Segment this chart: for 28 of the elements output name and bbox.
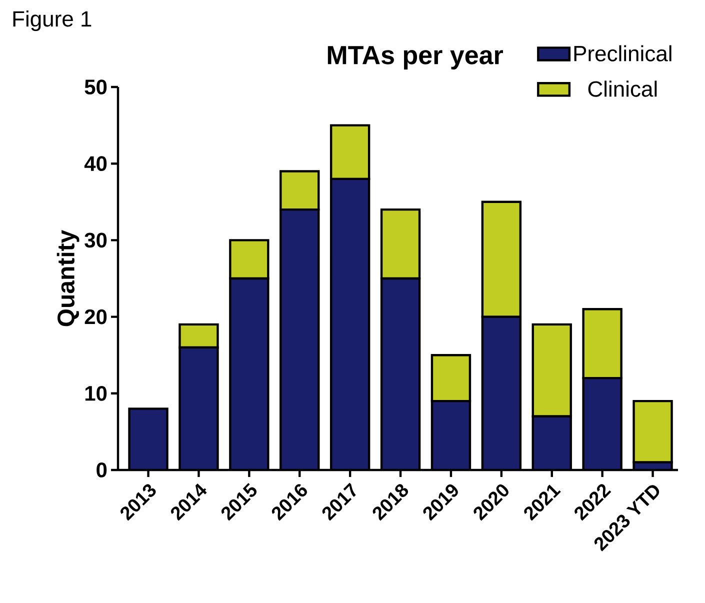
legend-label: Clinical <box>588 80 657 97</box>
chart-title: MTAs per year <box>328 46 503 70</box>
y-tick-label: 50 <box>84 80 107 94</box>
y-tick-label: 40 <box>84 156 107 172</box>
bar <box>432 401 470 470</box>
bar <box>382 278 420 470</box>
bar <box>331 178 370 470</box>
bar <box>532 416 571 470</box>
bar <box>583 378 622 470</box>
y-tick-label: 10 <box>85 386 107 401</box>
caption: Figure 1 <box>13 10 92 32</box>
legend-label: Preclinical <box>574 45 672 62</box>
y-tick-label: 0 <box>96 462 107 478</box>
bar <box>178 323 219 349</box>
y-tick-label: 30 <box>84 232 107 248</box>
bar <box>180 347 218 470</box>
bar <box>280 210 319 470</box>
bar <box>230 278 268 470</box>
bar <box>229 239 270 280</box>
y-axis-title: Quantity <box>56 230 80 326</box>
bar <box>481 200 522 318</box>
bar <box>482 316 520 470</box>
bar <box>582 308 622 380</box>
bar <box>129 408 168 470</box>
bar <box>430 354 472 402</box>
bar <box>380 208 421 280</box>
bar <box>532 323 572 418</box>
y-tick-label: 20 <box>84 309 107 324</box>
